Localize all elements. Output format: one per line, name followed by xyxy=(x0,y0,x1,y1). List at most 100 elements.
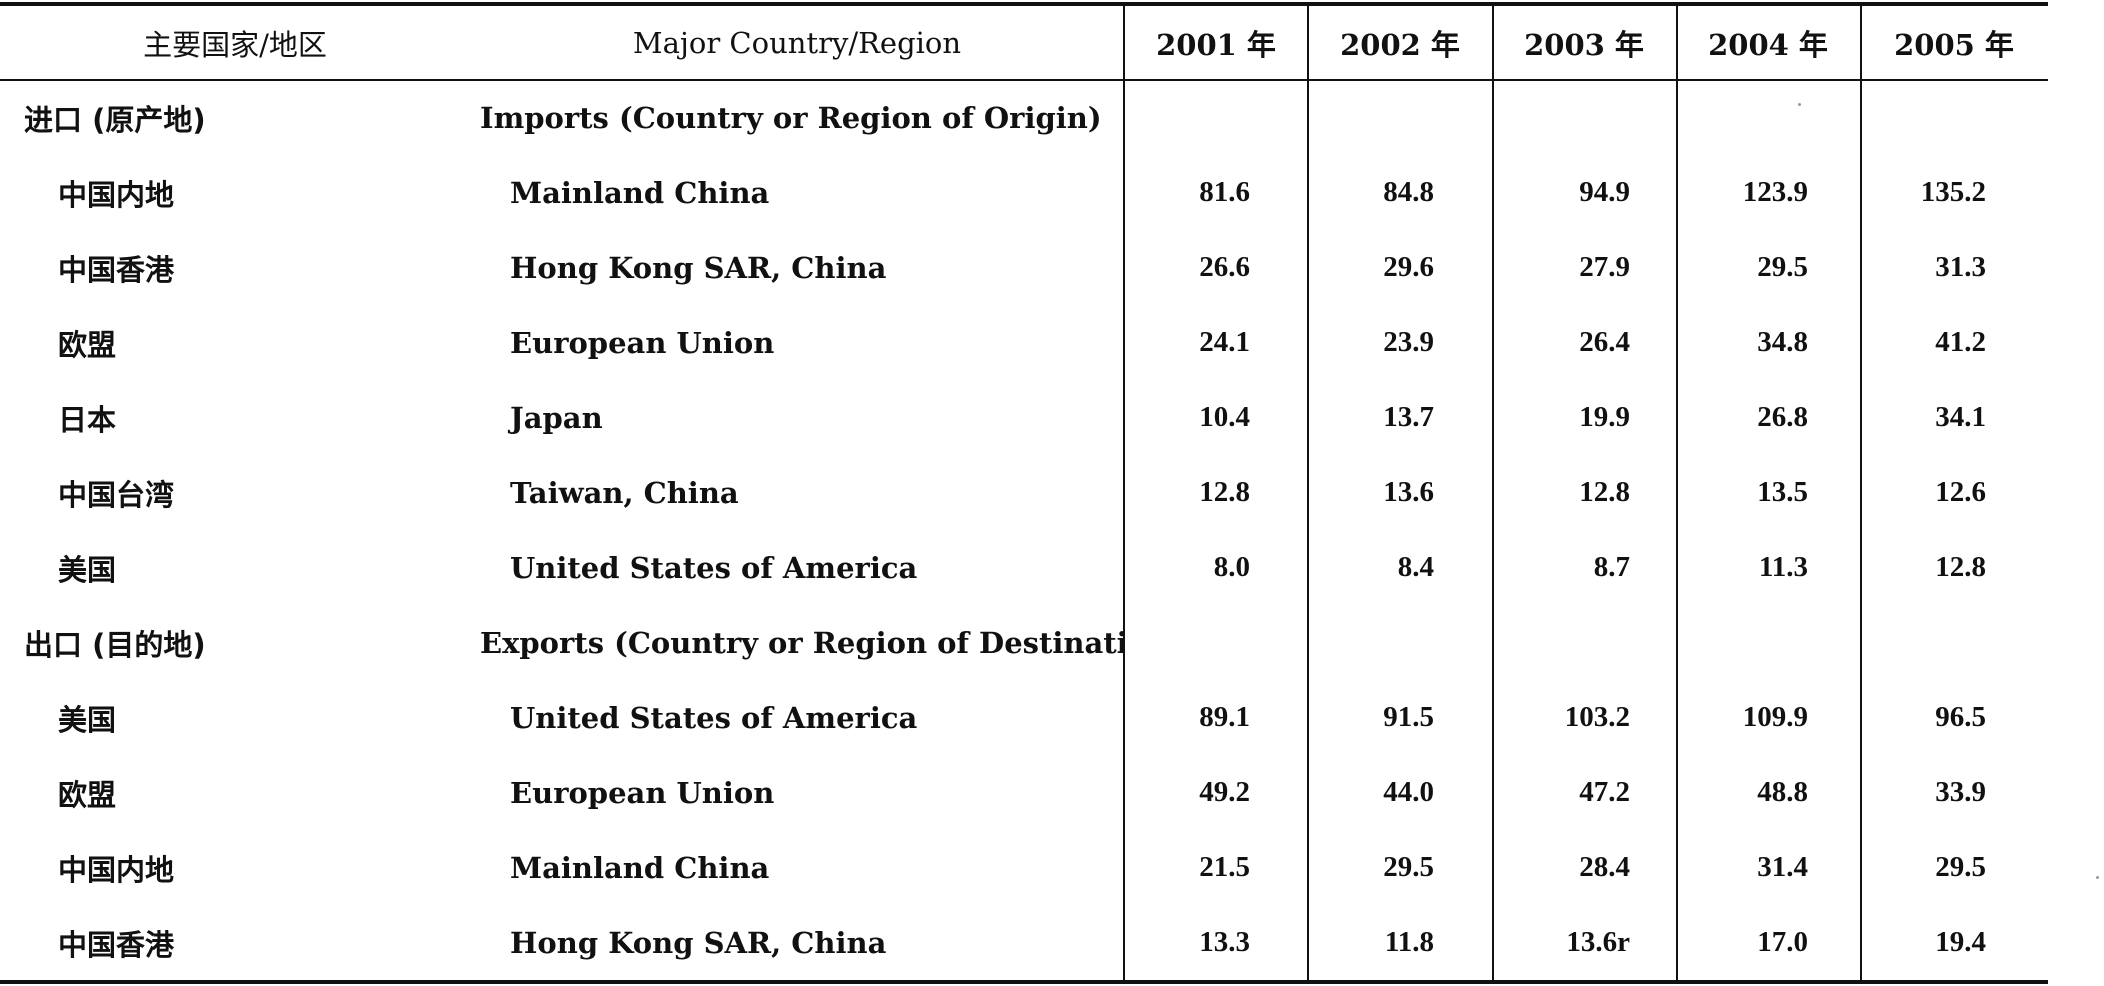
table-row: 中国台湾 Taiwan, China 12.8 13.6 12.8 13.5 12.6 xyxy=(0,455,2048,530)
table-row: 中国内地 Mainland China 21.5 29.5 28.4 31.4 29.5 xyxy=(0,830,2048,905)
table-row: 欧盟 European Union 24.1 23.9 26.4 34.8 41.2 xyxy=(0,305,2048,380)
table-top-rule xyxy=(0,2,2048,6)
value-cell: 26.6 xyxy=(1199,251,1250,283)
value-cell: 29.5 xyxy=(1383,851,1434,883)
country-name-cn: 中国台湾 xyxy=(58,477,175,512)
table-row: 中国香港 Hong Kong SAR, China 13.3 11.8 13.6r 17.… xyxy=(0,905,2048,980)
table-bottom-rule xyxy=(0,980,2048,984)
value-cell: 13.5 xyxy=(1757,476,1808,508)
value-cell: 17.0 xyxy=(1757,926,1808,958)
value-cell: 11.3 xyxy=(1758,551,1808,583)
country-name-en: Mainland China xyxy=(510,175,770,210)
value-cell xyxy=(1860,80,2048,155)
value-cell: 8.0 xyxy=(1213,551,1250,583)
value-cell: 28.4 xyxy=(1579,851,1630,883)
country-name-cn: 中国香港 xyxy=(58,252,175,287)
table-header-rule xyxy=(0,79,2048,81)
value-cell: 13.6 xyxy=(1383,476,1434,508)
value-cell: 44.0 xyxy=(1383,776,1434,808)
country-name-cn: 美国 xyxy=(58,702,117,737)
table-row: 日本 Japan 10.4 13.7 19.9 26.8 34.1 xyxy=(0,380,2048,455)
value-cell: 84.8 xyxy=(1383,176,1434,208)
header-year: 2001 年 xyxy=(1156,28,1276,62)
value-cell: 96.5 xyxy=(1935,701,1986,733)
trade-statistics-table: 主要国家/地区 Major Country/Region 2001 年 2002… xyxy=(0,6,2048,980)
value-cell: 34.1 xyxy=(1935,401,1986,433)
value-cell xyxy=(1124,605,1308,680)
value-cell: 26.4 xyxy=(1579,326,1630,358)
country-name-cn: 中国内地 xyxy=(58,852,175,887)
country-name-en: Hong Kong SAR, China xyxy=(510,250,887,285)
value-cell: 19.9 xyxy=(1579,401,1630,433)
value-cell: 29.6 xyxy=(1383,251,1434,283)
value-cell: 12.8 xyxy=(1199,476,1250,508)
value-cell: 12.6 xyxy=(1935,476,1986,508)
value-cell: 21.5 xyxy=(1199,851,1250,883)
header-year: 2002 年 xyxy=(1340,28,1460,62)
country-name-en: Taiwan, China xyxy=(510,475,739,510)
value-cell: 11.8 xyxy=(1384,926,1434,958)
value-cell: 29.5 xyxy=(1935,851,1986,883)
header-country-en: Major Country/Region xyxy=(632,26,962,60)
country-name-cn: 日本 xyxy=(58,402,117,437)
country-name-cn: 欧盟 xyxy=(58,777,117,812)
column-divider xyxy=(1123,5,1125,981)
value-cell: 103.2 xyxy=(1564,701,1630,733)
value-cell: 29.5 xyxy=(1757,251,1808,283)
table-row: 中国香港 Hong Kong SAR, China 26.6 29.6 27.9 29.5… xyxy=(0,230,2048,305)
section-header-row: 进口 (原产地) Imports (Country or Region of Or… xyxy=(0,80,2048,155)
scan-speck xyxy=(2096,876,2099,879)
country-name-en: United States of America xyxy=(510,700,918,735)
country-name-cn: 欧盟 xyxy=(58,327,117,362)
value-cell xyxy=(1492,80,1676,155)
value-cell: 8.7 xyxy=(1593,551,1630,583)
column-divider xyxy=(1860,5,1862,981)
value-cell: 109.9 xyxy=(1742,701,1808,733)
value-cell: 10.4 xyxy=(1199,401,1250,433)
header-country-cn: 主要国家/地区 xyxy=(143,28,327,62)
value-cell: 81.6 xyxy=(1199,176,1250,208)
column-divider xyxy=(1492,5,1494,981)
value-cell: 31.3 xyxy=(1935,251,1986,283)
table-row: 欧盟 European Union 49.2 44.0 47.2 48.8 33.9 xyxy=(0,755,2048,830)
value-cell: 33.9 xyxy=(1935,776,1986,808)
section-title-cn: 进口 (原产地) xyxy=(24,102,206,137)
country-name-en: European Union xyxy=(510,325,775,360)
value-cell xyxy=(1124,80,1308,155)
column-divider xyxy=(1307,5,1309,981)
table-row: 美国 United States of America 8.0 8.4 8.7 11.3 1… xyxy=(0,530,2048,605)
section-title-en: Imports (Country or Region of Origin) xyxy=(480,100,1102,135)
header-year: 2005 年 xyxy=(1894,28,2014,62)
value-cell: 94.9 xyxy=(1579,176,1630,208)
country-name-cn: 中国内地 xyxy=(58,177,175,212)
value-cell: 91.5 xyxy=(1383,701,1434,733)
value-cell: 135.2 xyxy=(1920,176,1986,208)
table-body: 进口 (原产地) Imports (Country or Region of Or… xyxy=(0,80,2048,980)
value-cell: 13.6r xyxy=(1566,926,1630,958)
value-cell: 19.4 xyxy=(1935,926,1986,958)
country-name-cn: 中国香港 xyxy=(58,927,175,962)
value-cell: 49.2 xyxy=(1199,776,1250,808)
value-cell: 24.1 xyxy=(1199,326,1250,358)
value-cell xyxy=(1860,605,2048,680)
value-cell: 12.8 xyxy=(1579,476,1630,508)
value-cell: 13.7 xyxy=(1383,401,1434,433)
value-cell xyxy=(1308,605,1492,680)
section-title-cn: 出口 (目的地) xyxy=(24,627,206,662)
table-row: 美国 United States of America 89.1 91.5 103.2 1… xyxy=(0,680,2048,755)
value-cell: 31.4 xyxy=(1757,851,1808,883)
value-cell: 34.8 xyxy=(1757,326,1808,358)
header-year: 2003 年 xyxy=(1524,28,1644,62)
value-cell: 12.8 xyxy=(1935,551,1986,583)
value-cell: 26.8 xyxy=(1757,401,1808,433)
country-name-en: Hong Kong SAR, China xyxy=(510,925,887,960)
table-row: 中国内地 Mainland China 81.6 84.8 94.9 123.9 135.2 xyxy=(0,155,2048,230)
value-cell xyxy=(1676,80,1860,155)
value-cell: 47.2 xyxy=(1579,776,1630,808)
value-cell xyxy=(1308,80,1492,155)
country-name-en: European Union xyxy=(510,775,775,810)
header-year: 2004 年 xyxy=(1708,28,1828,62)
section-title-en: Exports (Country or Region of Destinatio… xyxy=(480,625,1124,660)
section-header-row: 出口 (目的地) Exports (Country or Region of De… xyxy=(0,605,2048,680)
